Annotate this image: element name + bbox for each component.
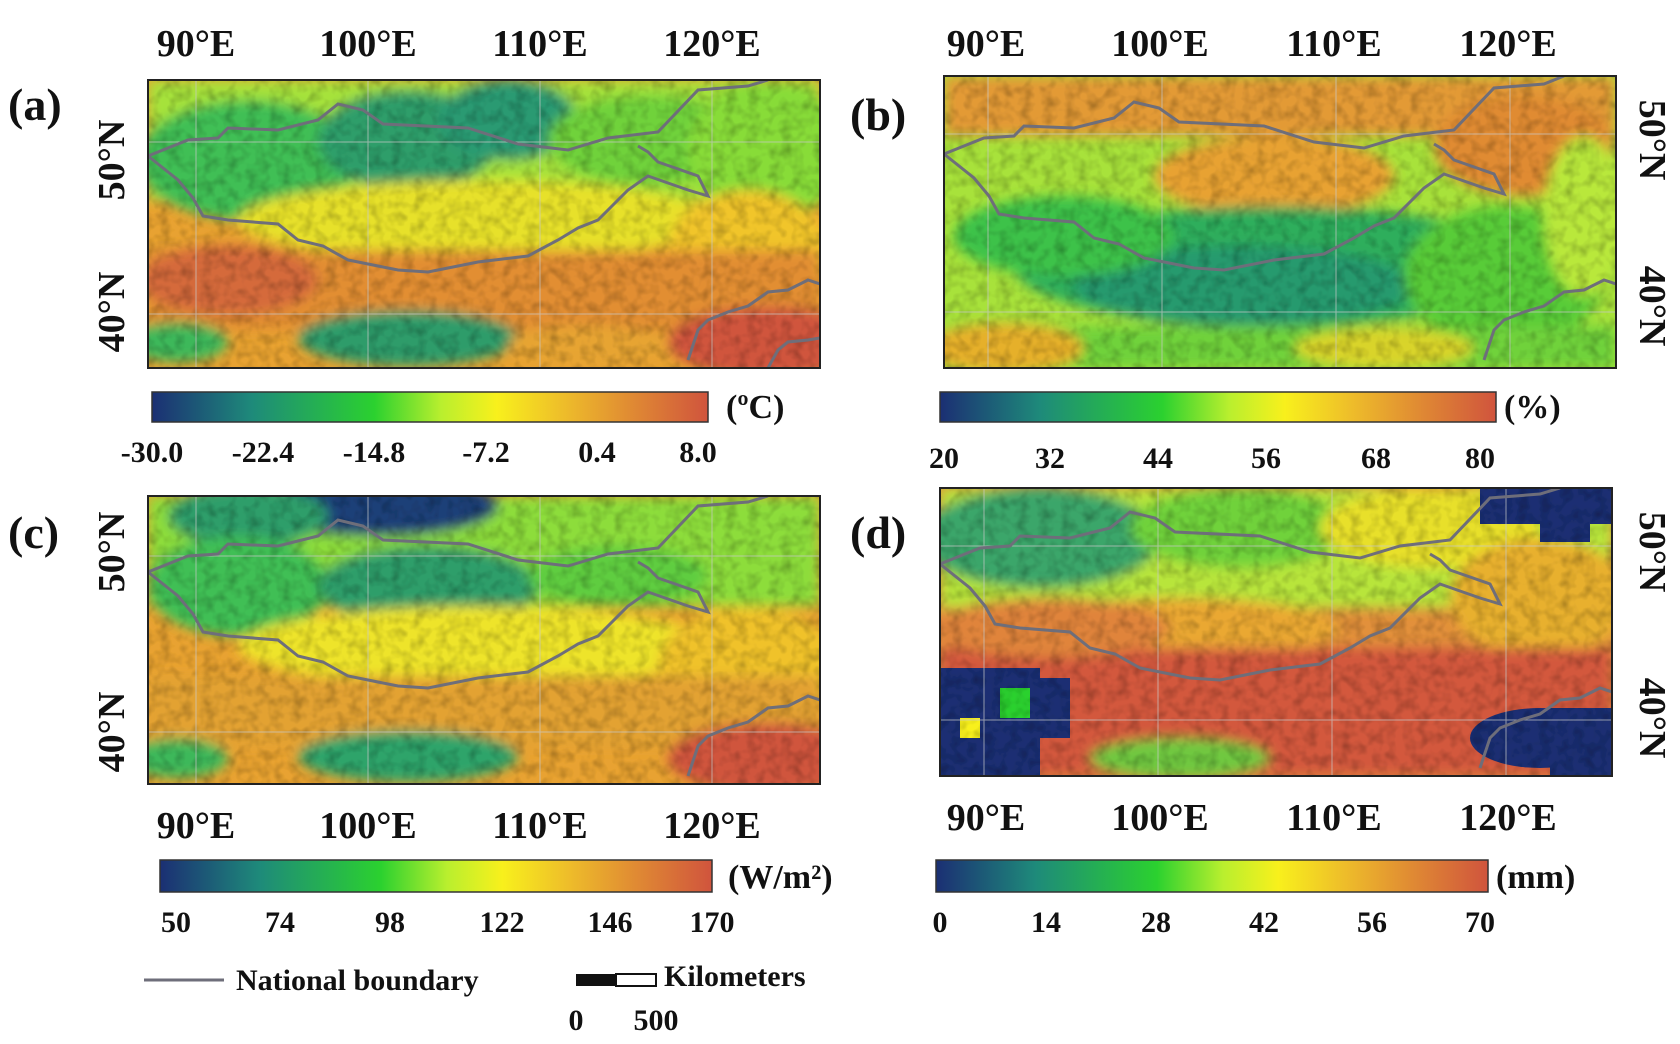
- panel-a-colorbar-tick: -22.4: [232, 436, 295, 469]
- panel-a-colorbar-tick: -30.0: [121, 436, 184, 469]
- panel-c-colorbar-tick: 98: [375, 906, 405, 939]
- panel-c-colorbar: [159, 859, 713, 893]
- panel-d-colorbar-tick: 56: [1357, 906, 1387, 939]
- panel-a-temperature-map: (a) 90°E 100°E 110°E 120°E 50°N 40°N: [8, 23, 821, 469]
- panel-d-lon-label: 90°E: [947, 797, 1026, 839]
- panel-c-colorbar-tick: 74: [265, 906, 295, 939]
- panel-d-colorbar: [935, 859, 1489, 893]
- panel-a-lat-label: 40°N: [91, 272, 133, 353]
- panel-c-lon-label: 110°E: [492, 805, 587, 847]
- panel-a-lat-label: 50°N: [91, 120, 133, 201]
- panel-c-lon-label: 90°E: [157, 805, 236, 847]
- panel-a-lon-label: 100°E: [319, 23, 417, 65]
- panel-b-lon-label: 100°E: [1111, 23, 1209, 65]
- panel-c-radiation-map: (c) 50°N 40°N: [8, 495, 833, 939]
- panel-d-colorbar-tick: 28: [1141, 906, 1171, 939]
- panel-c-colorbar-tick: 146: [588, 906, 633, 939]
- panel-b-letter: (b): [850, 89, 906, 140]
- panel-d-precipitation-map: (d) 50°N 40°N: [850, 487, 1673, 939]
- panel-a-raster: [148, 80, 820, 368]
- panel-b-colorbar: [939, 391, 1497, 423]
- panel-d-colorbar-tick: 70: [1465, 906, 1495, 939]
- panel-a-colorbar: [151, 391, 709, 423]
- panel-c-lat-label: 50°N: [91, 512, 133, 593]
- panel-d-lat-label: 50°N: [1631, 512, 1673, 593]
- panel-b-colorbar-tick: 32: [1035, 442, 1065, 475]
- panel-c-colorbar-tick: 122: [480, 906, 525, 939]
- panel-d-lon-label: 110°E: [1286, 797, 1381, 839]
- panel-a-national-boundary: [148, 80, 820, 368]
- panel-b-lon-label: 90°E: [947, 23, 1026, 65]
- panel-d-colorbar-unit: (mm): [1496, 859, 1575, 896]
- panel-c-letter: (c): [8, 507, 59, 558]
- boundary-legend-label: National boundary: [236, 964, 479, 997]
- panel-d-lat-label: 40°N: [1631, 678, 1673, 759]
- panel-a-colorbar-tick: 0.4: [578, 436, 616, 469]
- panel-b-humidity-map: (b) 90°E 100°E 110°E 120°E 50°N 40°N: [850, 23, 1673, 475]
- scale-bar: [576, 973, 657, 987]
- panel-b-raster: [944, 76, 1616, 368]
- scale-bar-tick: 500: [634, 1004, 679, 1037]
- panel-b-colorbar-tick: 68: [1361, 442, 1391, 475]
- panel-d-lon-label: 120°E: [1459, 797, 1557, 839]
- panel-b-lon-label: 120°E: [1459, 23, 1557, 65]
- panel-b-colorbar-unit: (%): [1504, 389, 1561, 426]
- panel-a-lon-label: 90°E: [157, 23, 236, 65]
- panel-a-colorbar-tick: -14.8: [343, 436, 406, 469]
- panel-c-colorbar-tick: 170: [690, 906, 735, 939]
- panel-d-colorbar-tick: 42: [1249, 906, 1279, 939]
- scale-bar-tick: 0: [569, 1004, 584, 1037]
- panel-c-lat-label: 40°N: [91, 692, 133, 773]
- panel-b-lon-label: 110°E: [1286, 23, 1381, 65]
- panel-d-national-boundary: [940, 488, 1612, 769]
- panel-b-colorbar-tick: 20: [929, 442, 959, 475]
- panel-a-colorbar-tick: -7.2: [462, 436, 510, 469]
- panel-a-letter: (a): [8, 79, 62, 130]
- panel-d-lon-label: 100°E: [1111, 797, 1209, 839]
- panel-b-colorbar-tick: 44: [1143, 442, 1173, 475]
- panel-c-lon-label: 120°E: [663, 805, 761, 847]
- panel-b-national-boundary: [944, 76, 1616, 361]
- panel-c-colorbar-unit: (W/m²): [728, 859, 833, 896]
- panel-c-lon-label: 100°E: [319, 805, 417, 847]
- panel-d-letter: (d): [850, 507, 906, 558]
- panel-a-lon-label: 120°E: [663, 23, 761, 65]
- panel-a-colorbar-tick: 8.0: [679, 436, 717, 469]
- panel-d-colorbar-tick: 14: [1031, 906, 1061, 939]
- panel-b-colorbar-tick: 56: [1251, 442, 1281, 475]
- scale-bar-label: Kilometers: [664, 960, 806, 993]
- panel-a-lon-label: 110°E: [492, 23, 587, 65]
- panel-c-raster: [148, 496, 820, 784]
- panel-b-lat-label: 40°N: [1631, 266, 1673, 347]
- panel-a-colorbar-unit: (ºC): [726, 389, 784, 426]
- panel-c-colorbar-tick: 50: [161, 906, 191, 939]
- panel-d-raster: [940, 488, 1612, 776]
- panel-d-colorbar-tick: 0: [933, 906, 948, 939]
- panel-b-colorbar-tick: 80: [1465, 442, 1495, 475]
- map-legend: National boundary Kilometers 0 500: [144, 960, 806, 1037]
- panel-c-national-boundary: [148, 496, 820, 777]
- panel-b-lat-label: 50°N: [1631, 100, 1673, 181]
